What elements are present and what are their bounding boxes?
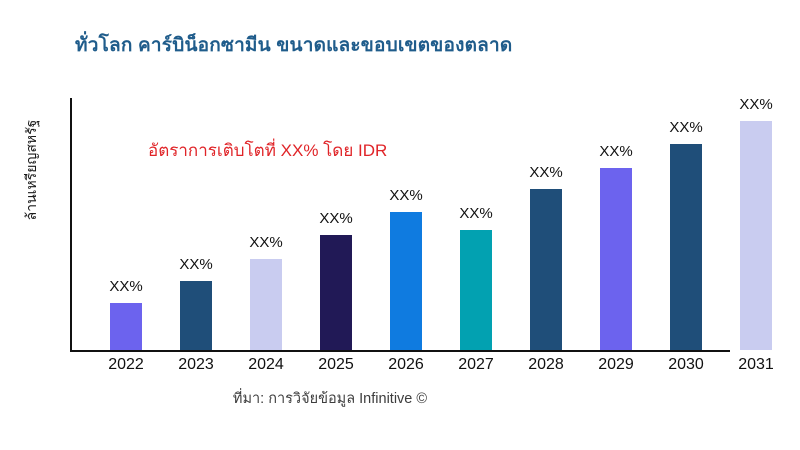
bar-2028 xyxy=(530,189,562,350)
bar-group-2024: XX% 2024 xyxy=(248,100,284,373)
bar-value-label-2023: XX% xyxy=(179,256,213,273)
y-axis-title: ล้านเหรียญสหรัฐ xyxy=(23,119,39,221)
bar-value-label-2028: XX% xyxy=(529,164,563,181)
bar-group-2028: XX% 2028 xyxy=(528,100,564,373)
bar-value-label-2027: XX% xyxy=(459,205,493,222)
bar-group-2029: XX% 2029 xyxy=(598,100,634,373)
bar-2027 xyxy=(460,230,492,350)
x-tick-label-2030: 2030 xyxy=(668,356,704,373)
bar-2029 xyxy=(600,168,632,350)
bar-2031 xyxy=(740,121,772,350)
bar-2023 xyxy=(180,281,212,350)
bar-2026 xyxy=(390,212,422,350)
y-axis-line xyxy=(70,98,72,352)
bar-2024 xyxy=(250,259,282,350)
x-tick-label-2022: 2022 xyxy=(108,356,144,373)
bar-value-label-2029: XX% xyxy=(599,143,633,160)
x-tick-label-2024: 2024 xyxy=(248,356,284,373)
x-tick-label-2029: 2029 xyxy=(598,356,634,373)
bar-2030 xyxy=(670,144,702,350)
x-tick-label-2026: 2026 xyxy=(388,356,424,373)
x-tick-label-2027: 2027 xyxy=(458,356,494,373)
bar-group-2030: XX% 2030 xyxy=(668,100,704,373)
bar-value-label-2025: XX% xyxy=(319,210,353,227)
bar-group-2031: XX% 2031 xyxy=(738,96,774,373)
bar-value-label-2022: XX% xyxy=(109,278,143,295)
bar-group-2022: XX% 2022 xyxy=(108,100,144,373)
bar-group-2026: XX% 2026 xyxy=(388,100,424,373)
x-tick-label-2023: 2023 xyxy=(178,356,214,373)
x-tick-label-2025: 2025 xyxy=(318,356,354,373)
x-tick-label-2031: 2031 xyxy=(738,356,774,373)
bar-2022 xyxy=(110,303,142,350)
bar-value-label-2024: XX% xyxy=(249,234,283,251)
bar-value-label-2031: XX% xyxy=(739,96,773,113)
chart-title: ทั่วโลก คาร์บิน็อกซามีน ขนาดและขอบเขตของ… xyxy=(75,35,513,56)
bar-value-label-2026: XX% xyxy=(389,187,423,204)
bar-group-2023: XX% 2023 xyxy=(178,100,214,373)
source-note: ที่มา: การวิจัยข้อมูล Infinitive © xyxy=(232,391,428,407)
bar-value-label-2030: XX% xyxy=(669,119,703,136)
x-tick-label-2028: 2028 xyxy=(528,356,564,373)
bar-2025 xyxy=(320,235,352,350)
bar-series: XX% 2022 XX% 2023 XX% 2024 XX% 2025 XX% 2026 XX% 20… xyxy=(70,96,790,373)
growth-rate-annotation: อัตราการเติบโตที่ XX% โดย IDR xyxy=(148,141,388,160)
bar-group-2025: XX% 2025 xyxy=(318,100,354,373)
bar-group-2027: XX% 2027 xyxy=(458,100,494,373)
x-axis-line xyxy=(70,350,730,352)
